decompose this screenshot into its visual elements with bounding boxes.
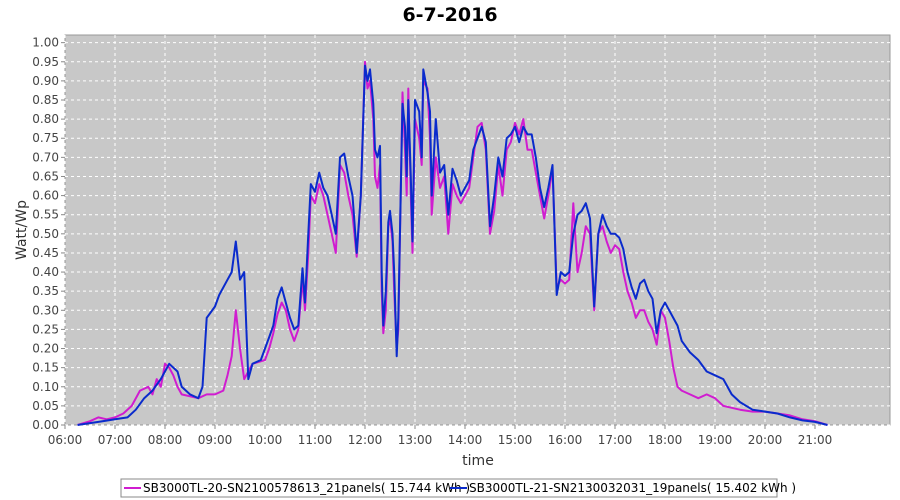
plot-area (64, 34, 891, 426)
x-axis-title: time (462, 453, 494, 469)
legend-label-series-2: SB3000TL-21-SN2130032031_19panels( 15.40… (469, 481, 796, 495)
x-tick-label: 16:00 (548, 433, 583, 447)
y-tick-label: 0.05 (32, 399, 59, 413)
x-tick-label: 19:00 (698, 433, 733, 447)
y-tick-label: 0.10 (32, 380, 59, 394)
x-tick-label: 06:00 (48, 433, 83, 447)
y-tick-label: 0.80 (32, 112, 59, 126)
x-tick-label: 14:00 (448, 433, 483, 447)
y-tick-label: 0.40 (32, 265, 59, 279)
y-tick-label: 0.65 (32, 169, 59, 183)
y-tick-label: 0.25 (32, 322, 59, 336)
grid (64, 35, 890, 426)
x-tick-label: 13:00 (398, 433, 433, 447)
x-tick-label: 17:00 (598, 433, 633, 447)
y-tick-label: 0.15 (32, 361, 59, 375)
y-tick-label: 0.35 (32, 284, 59, 298)
y-tick-label: 0.45 (32, 246, 59, 260)
y-tick-label: 0.95 (32, 55, 59, 69)
legend-box (120, 478, 778, 498)
legend-label-series-1: SB3000TL-20-SN2100578613_21panels( 15.74… (143, 481, 470, 495)
x-tick-label: 20:00 (748, 433, 783, 447)
x-tick-label: 09:00 (198, 433, 233, 447)
x-tick-label: 10:00 (248, 433, 283, 447)
x-tick-label: 15:00 (498, 433, 533, 447)
x-tick-label: 18:00 (648, 433, 683, 447)
y-tick-label: 0.85 (32, 93, 59, 107)
legend: SB3000TL-20-SN2100578613_21panels( 15.74… (120, 478, 796, 498)
y-tick-label: 0.60 (32, 189, 59, 203)
y-tick-label: 0.55 (32, 208, 59, 222)
series-line-2 (77, 64, 828, 426)
x-axis-ticks: 06:00 07:00 08:00 09:00 10:00 11:00 12:00 13:00… (48, 425, 833, 447)
x-tick-label: 08:00 (148, 433, 183, 447)
y-tick-label: 0.70 (32, 150, 59, 164)
x-tick-label: 11:00 (298, 433, 333, 447)
series-lines (77, 60, 828, 426)
y-tick-label: 0.90 (32, 74, 59, 88)
x-tick-label: 12:00 (348, 433, 383, 447)
x-tick-label: 21:00 (798, 433, 833, 447)
y-axis-title: Watt/Wp (14, 200, 30, 260)
chart-title: 6-7-2016 (402, 4, 497, 26)
y-tick-label: 1.00 (32, 36, 59, 50)
y-tick-label: 0.75 (32, 131, 59, 145)
y-tick-label: 0.00 (32, 418, 59, 432)
y-tick-label: 0.20 (32, 342, 59, 356)
series-line-1 (77, 60, 828, 426)
y-tick-label: 0.30 (32, 303, 59, 317)
x-tick-label: 07:00 (98, 433, 133, 447)
y-axis-ticks: 0.00 0.05 0.10 0.15 0.20 0.25 0.30 0.35 0.40 0.45… (32, 36, 65, 432)
y-tick-label: 0.50 (32, 227, 59, 241)
